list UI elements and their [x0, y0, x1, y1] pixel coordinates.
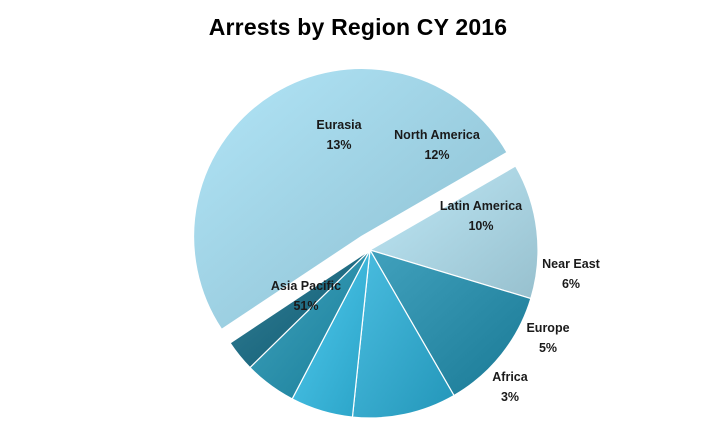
slices-layer [192, 67, 539, 419]
slice-label-name: Eurasia [316, 118, 362, 132]
slice-label-name: Europe [526, 321, 569, 335]
slice-label-name: Near East [542, 257, 601, 271]
slice-north-america [368, 248, 532, 397]
slice-label-name: Latin America [440, 199, 523, 213]
slice-label-value: 13% [326, 138, 351, 152]
slice-label-name: Asia Pacific [271, 279, 341, 293]
chart-title: Arrests by Region CY 2016 [208, 14, 508, 40]
slice-label-name: Africa [492, 370, 528, 384]
slice-label-value: 6% [562, 277, 580, 291]
slice-label-value: 10% [468, 219, 493, 233]
slice-asia-pacific [192, 67, 508, 331]
slice-label-value: 12% [424, 148, 449, 162]
slice-label-name: North America [394, 128, 481, 142]
labels-layer: Asia Pacific 51% Eurasia 13% North America 12… [271, 118, 601, 404]
slice-label-value: 51% [293, 299, 318, 313]
slice-latin-america [351, 248, 455, 419]
slice-eurasia [368, 165, 539, 300]
slice-label-value: 3% [501, 390, 519, 404]
slice-africa [229, 249, 371, 369]
slice-label-value: 5% [539, 341, 557, 355]
